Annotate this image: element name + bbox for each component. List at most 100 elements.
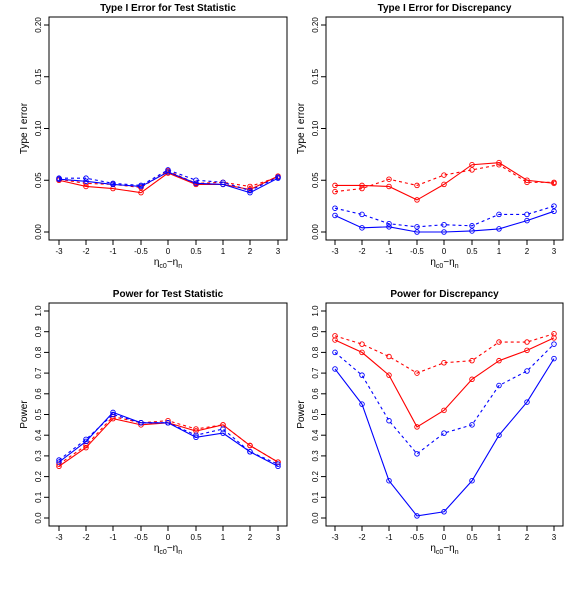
data-point [138, 182, 144, 189]
y-tick-label: 0.2 [311, 470, 320, 482]
y-tick-label: 0.4 [34, 429, 43, 441]
data-point [441, 222, 447, 228]
data-point [469, 161, 475, 168]
y-axis-label: Type I error [19, 102, 30, 154]
x-axis-label: ηc0−ηn [154, 543, 182, 556]
x-tick-label: 3 [276, 247, 281, 256]
data-point [524, 347, 530, 354]
data-point [193, 426, 199, 432]
x-tick-label: 0 [442, 533, 447, 542]
x-tick-label: -0.5 [410, 533, 424, 542]
data-point [332, 212, 338, 219]
y-tick-label: 0.3 [311, 450, 320, 462]
y-tick-label: 0.4 [311, 429, 320, 441]
series-line [58, 415, 279, 465]
data-point [469, 223, 475, 229]
x-tick-label: 3 [552, 247, 557, 256]
panel-title: Power for Test Statistic [113, 289, 224, 300]
data-point [332, 337, 338, 343]
data-point [441, 430, 447, 436]
data-point [83, 442, 89, 449]
series-line [335, 162, 555, 201]
x-tick-label: -0.5 [410, 247, 424, 256]
data-point [414, 424, 420, 430]
panel-2: Type I Error for Discrepancy 0.00 0.05 0.10… [296, 3, 564, 270]
data-point [247, 442, 253, 449]
data-point [496, 339, 502, 345]
data-point [138, 189, 144, 196]
data-point [386, 353, 392, 360]
data-point [359, 341, 365, 347]
data-point [551, 208, 557, 215]
panel-1: Type I Error for Test Statistic 0.00 0.05 0… [19, 3, 288, 270]
data-point [56, 175, 62, 181]
x-tick-label: 3 [552, 533, 557, 542]
x-tick-label: -1 [109, 533, 117, 542]
y-tick-label: 0.1 [34, 491, 43, 503]
data-point [332, 349, 338, 356]
data-point [359, 182, 365, 189]
data-point [551, 335, 557, 341]
x-axis-label: ηc0−ηn [154, 257, 182, 270]
data-point [193, 177, 199, 183]
data-point [524, 339, 530, 345]
x-tick-label: -1 [385, 247, 393, 256]
x-tick-label: 3 [276, 533, 281, 542]
data-point [275, 461, 281, 467]
data-point [56, 457, 62, 463]
data-point [441, 360, 447, 366]
x-tick-label: -3 [331, 533, 339, 542]
data-point [414, 513, 420, 519]
data-point [193, 180, 199, 187]
x-tick-label: -3 [55, 533, 63, 542]
data-point [386, 183, 392, 190]
data-point [496, 161, 502, 168]
data-point [165, 169, 171, 175]
x-tick-label: 0 [166, 247, 171, 256]
series-line [58, 172, 279, 194]
data-point [359, 372, 365, 378]
x-tick-label: 2 [248, 247, 253, 256]
y-tick-label: 0.00 [311, 224, 320, 240]
data-point [524, 179, 530, 186]
panel-4: Power for Discrepancy 0.0 0.1 0.2 0.3 0.4 0.5 0… [296, 289, 564, 556]
x-tick-label: -2 [82, 533, 90, 542]
x-tick-label: -2 [358, 533, 366, 542]
data-point [469, 477, 475, 484]
data-point [332, 188, 338, 195]
y-tick-label: 0.8 [311, 346, 320, 358]
data-point [386, 417, 392, 424]
y-axis-label: Power [296, 400, 307, 429]
x-tick-label: 0 [166, 533, 171, 542]
data-point [275, 174, 281, 180]
series-line [59, 169, 279, 192]
data-point [496, 432, 502, 438]
y-tick-label: 0.15 [34, 68, 43, 84]
y-tick-label: 1.0 [34, 305, 43, 317]
x-tick-label: 1 [497, 533, 502, 542]
data-point [414, 182, 420, 189]
x-tick-label: 1 [221, 533, 226, 542]
data-point [220, 430, 226, 436]
data-point [110, 409, 116, 416]
x-tick-label: -2 [358, 247, 366, 256]
data-point [359, 211, 365, 218]
x-tick-label: -0.5 [134, 533, 148, 542]
data-point [414, 370, 420, 376]
x-tick-label: 0.5 [466, 533, 478, 542]
series-line [58, 170, 279, 189]
data-point [359, 185, 365, 192]
data-point [496, 382, 502, 389]
plot-frame [325, 302, 564, 527]
y-tick-label: 0.10 [311, 120, 320, 136]
data-point [469, 357, 475, 364]
data-point [247, 449, 253, 455]
data-point [83, 178, 89, 185]
plot-frame [325, 16, 564, 241]
y-tick-label: 0.05 [34, 172, 43, 188]
y-tick-label: 0.3 [34, 450, 43, 462]
data-point [469, 167, 475, 173]
data-point [275, 463, 281, 470]
series-line [334, 337, 555, 428]
data-point [220, 426, 226, 432]
